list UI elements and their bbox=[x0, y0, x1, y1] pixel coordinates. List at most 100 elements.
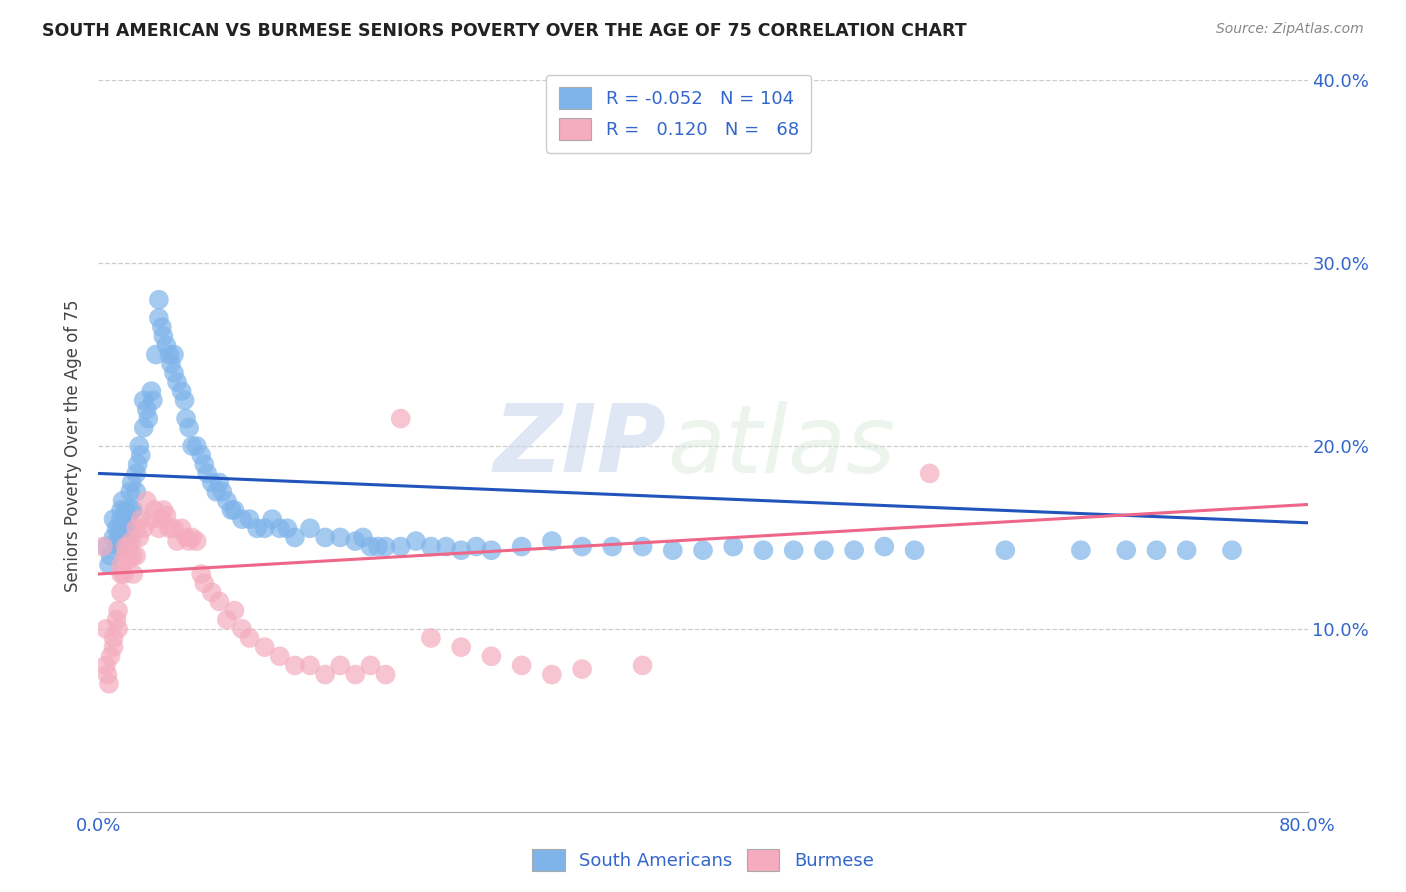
Point bbox=[110, 558, 132, 572]
Point bbox=[299, 658, 322, 673]
Point bbox=[118, 521, 141, 535]
Point bbox=[571, 540, 593, 554]
Point bbox=[141, 512, 163, 526]
Point bbox=[193, 457, 215, 471]
Point bbox=[122, 549, 145, 563]
Point bbox=[107, 603, 129, 617]
Point bbox=[103, 631, 125, 645]
Point bbox=[125, 484, 148, 499]
Point bbox=[201, 585, 224, 599]
Point bbox=[100, 649, 122, 664]
Point bbox=[118, 530, 141, 544]
Point bbox=[181, 530, 204, 544]
Point bbox=[110, 530, 132, 544]
Point bbox=[221, 503, 243, 517]
Y-axis label: Seniors Poverty Over the Age of 75: Seniors Poverty Over the Age of 75 bbox=[65, 300, 83, 592]
Point bbox=[510, 658, 533, 673]
Point bbox=[540, 667, 562, 681]
Text: ZIP: ZIP bbox=[494, 400, 666, 492]
Point bbox=[148, 293, 170, 307]
Point bbox=[105, 534, 128, 549]
Point bbox=[150, 512, 173, 526]
Point bbox=[179, 421, 201, 435]
Point bbox=[239, 512, 262, 526]
Point bbox=[110, 585, 132, 599]
Point bbox=[114, 503, 136, 517]
Point bbox=[481, 649, 503, 664]
Point bbox=[314, 530, 336, 544]
Point bbox=[420, 631, 443, 645]
Point bbox=[111, 494, 134, 508]
Point bbox=[374, 667, 396, 681]
Point bbox=[450, 640, 472, 655]
Point bbox=[122, 567, 145, 582]
Point bbox=[150, 320, 173, 334]
Point bbox=[132, 393, 155, 408]
Point bbox=[360, 658, 382, 673]
Point bbox=[121, 503, 143, 517]
Point bbox=[367, 540, 389, 554]
Point bbox=[329, 658, 352, 673]
Point bbox=[179, 534, 201, 549]
Point bbox=[132, 521, 155, 535]
Point bbox=[405, 534, 427, 549]
Point bbox=[1070, 543, 1092, 558]
Point bbox=[107, 622, 129, 636]
Point bbox=[159, 347, 181, 362]
Point bbox=[253, 640, 276, 655]
Point bbox=[170, 384, 193, 398]
Point bbox=[107, 540, 129, 554]
Point bbox=[420, 540, 443, 554]
Point bbox=[344, 667, 367, 681]
Point bbox=[118, 552, 141, 566]
Point bbox=[215, 494, 238, 508]
Point bbox=[510, 540, 533, 554]
Point bbox=[813, 543, 835, 558]
Point bbox=[873, 540, 896, 554]
Point bbox=[193, 576, 215, 591]
Point bbox=[450, 543, 472, 558]
Point bbox=[1115, 543, 1137, 558]
Point bbox=[631, 658, 654, 673]
Point bbox=[114, 540, 136, 554]
Point bbox=[205, 484, 228, 499]
Point bbox=[344, 534, 367, 549]
Point bbox=[208, 475, 231, 490]
Point bbox=[190, 567, 212, 582]
Point bbox=[163, 347, 186, 362]
Legend: South Americans, Burmese: South Americans, Burmese bbox=[524, 842, 882, 879]
Point bbox=[103, 640, 125, 655]
Point bbox=[918, 467, 941, 481]
Point bbox=[246, 521, 269, 535]
Point bbox=[152, 329, 174, 343]
Point bbox=[118, 540, 141, 554]
Point bbox=[239, 631, 262, 645]
Point bbox=[100, 549, 122, 563]
Point bbox=[143, 503, 166, 517]
Point bbox=[98, 558, 121, 572]
Point bbox=[145, 347, 167, 362]
Point bbox=[166, 375, 188, 389]
Point bbox=[103, 512, 125, 526]
Point bbox=[160, 357, 183, 371]
Point bbox=[110, 503, 132, 517]
Point bbox=[224, 603, 246, 617]
Point bbox=[1144, 543, 1167, 558]
Point bbox=[299, 521, 322, 535]
Point bbox=[201, 475, 224, 490]
Legend: R = -0.052   N = 104, R =   0.120   N =   68: R = -0.052 N = 104, R = 0.120 N = 68 bbox=[546, 75, 811, 153]
Point bbox=[163, 366, 186, 380]
Point bbox=[284, 658, 307, 673]
Point bbox=[374, 540, 396, 554]
Point bbox=[170, 521, 193, 535]
Point bbox=[904, 543, 927, 558]
Point bbox=[155, 338, 177, 352]
Point bbox=[125, 467, 148, 481]
Point bbox=[844, 543, 866, 558]
Point bbox=[135, 402, 157, 417]
Point bbox=[269, 521, 291, 535]
Point bbox=[118, 540, 141, 554]
Point bbox=[94, 622, 117, 636]
Point bbox=[173, 393, 195, 408]
Point bbox=[269, 649, 291, 664]
